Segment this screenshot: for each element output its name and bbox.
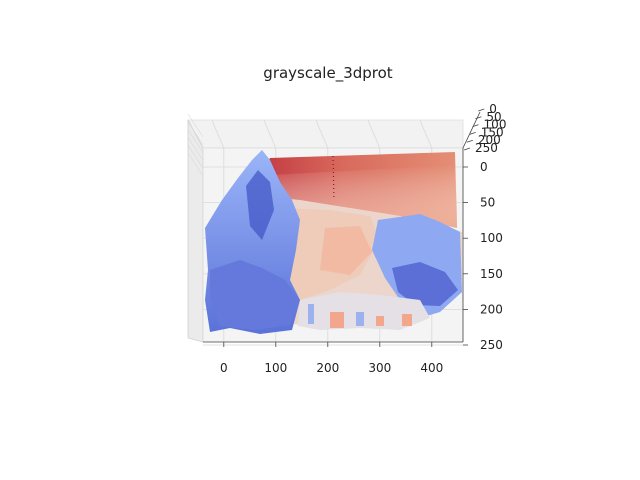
z-tick-label: 100 — [484, 118, 507, 132]
z-tick-mark — [472, 124, 479, 127]
x-tick-label: 400 — [420, 361, 443, 375]
surface-blue-patch-2 — [356, 312, 364, 326]
x-gridline-back — [419, 119, 433, 149]
z-tick-mark — [478, 108, 485, 112]
surface-left-band — [246, 170, 274, 240]
z-tick-mark — [466, 139, 473, 143]
z-gridline — [187, 121, 204, 145]
surface-blue-patch-1 — [308, 304, 314, 324]
y-tick-label: 0 — [480, 160, 488, 174]
y-tick-label: 50 — [480, 196, 495, 210]
axis-ticks: 0 100 200 300 400050100150200250050100150200… — [220, 102, 506, 375]
y-tick-label: 100 — [480, 231, 503, 245]
y-tick-label: 200 — [480, 302, 503, 316]
z-tick-mark — [469, 132, 476, 135]
z-tick-label: 200 — [478, 133, 501, 147]
z-gridline — [187, 152, 204, 177]
x-tick-label: 300 — [368, 361, 391, 375]
surface-orange-patch-2 — [376, 316, 384, 326]
z-tick-label: 0 — [489, 102, 497, 116]
x-gridline-back — [211, 119, 225, 149]
z-tick-mark — [475, 116, 482, 120]
z-gridline — [187, 145, 204, 169]
x-gridline-back — [315, 119, 329, 149]
surface-dotted-ridge — [332, 155, 335, 201]
z-tick-label: 250 — [475, 141, 498, 155]
z-gridline — [187, 137, 204, 161]
surface-orange-patch-3 — [402, 314, 412, 326]
surface-red-shading — [250, 165, 457, 228]
surface-right-deep — [392, 262, 458, 306]
z-gridline — [187, 113, 204, 138]
left-pane — [187, 119, 204, 343]
surface-pink-block — [320, 226, 372, 275]
x-gridline-back — [367, 119, 381, 149]
z-gridline — [187, 129, 204, 153]
surface-orange-patch-1 — [330, 312, 344, 328]
z-tick-label: 50 — [486, 110, 501, 124]
x-tick-label: 100 — [264, 361, 287, 375]
y-tick-label: 250 — [480, 338, 503, 352]
z-tick-label: 150 — [481, 125, 504, 139]
x-tick-label: 200 — [316, 361, 339, 375]
surface-left-deep — [210, 260, 300, 330]
x-tick-label: 0 — [220, 361, 228, 375]
z-tick-mark — [463, 147, 471, 151]
surface — [205, 150, 462, 334]
chart-title: grayscale_3dprot — [263, 64, 393, 83]
x-gridline-back — [263, 119, 277, 149]
y-tick-label: 150 — [480, 267, 503, 281]
